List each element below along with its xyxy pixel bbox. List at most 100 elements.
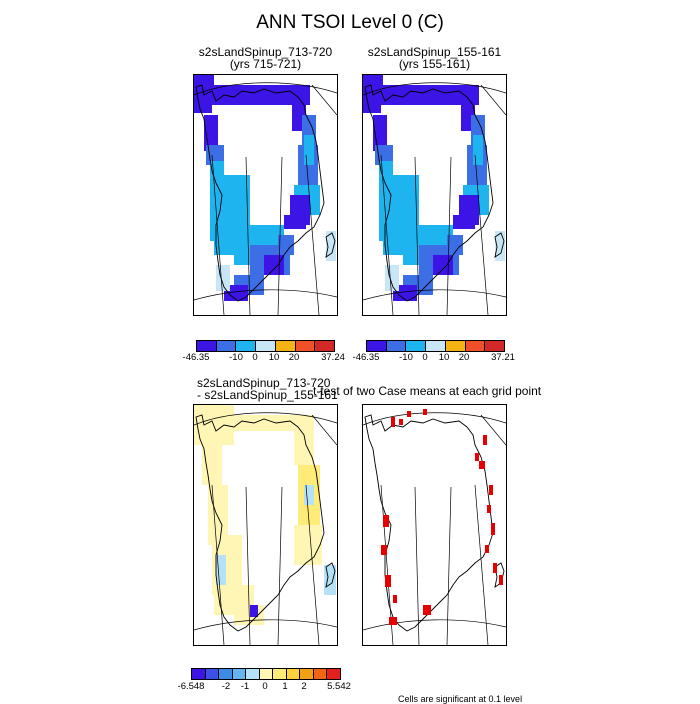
panel2-cell-18 [433,255,453,275]
panel1-lat-line-south [194,289,337,301]
colorbar-diff-swatch-11 [327,669,341,679]
colorbar-diff-tick-5: 1 [282,681,288,692]
significant-cell-3 [407,411,411,417]
panel4-meridian-2 [414,486,420,645]
map-panel-3 [193,404,338,646]
panel2-meridian-5 [480,84,506,116]
panel1-cell-21 [216,265,230,291]
colorbar-panel-2-tick-1: -46.35 [352,352,380,363]
colorbar-diff [191,668,341,680]
panel3-title: s2sLandSpinup_713-720 - s2sLandSpinup_15… [197,377,338,401]
map-panel-4 [362,404,507,646]
colorbar-panel-2-swatch-5 [445,341,466,351]
significant-cell-19 [499,575,503,585]
panel3-meridian-5 [311,414,337,446]
panel2-meridian-2 [414,156,420,315]
panel3-meridian-3 [277,486,283,645]
colorbar-panel-2-tick-2: -10 [399,352,413,363]
panel4-meridian-5 [480,414,506,446]
panel1-cell-10 [284,215,306,229]
colorbar-panel-1 [196,340,335,352]
colorbar-diff-tick-7: 5.542 [327,681,351,692]
colorbar-panel-1-swatch-5 [275,341,296,351]
panel3-cell-6 [202,445,222,485]
panel2-meridian-3 [446,156,452,315]
map-panel-1 [193,74,338,316]
panel3-meridian-1 [211,484,225,645]
panel1-coastline [195,84,325,302]
colorbar-panel-1-swatch-1 [197,341,217,351]
colorbar-panel-2-swatch-4 [426,341,446,351]
panel2-cell-10 [453,215,475,229]
significant-cell-1 [391,417,395,427]
colorbar-panel-1-tick-2: -10 [229,352,243,363]
panel2-title: s2sLandSpinup_155-161 (yrs 155-161) [362,46,507,70]
colorbar-panel-2-tick-6: 37.21 [491,352,515,363]
significant-cell-12 [493,563,497,573]
colorbar-panel-2-tick-4: 10 [438,352,450,363]
panel3-coastline [195,414,325,632]
map-panel-2-svg [363,75,506,315]
significant-cell-10 [491,523,495,535]
colorbar-panel-2-swatch-1 [367,341,387,351]
significant-cell-15 [385,575,391,587]
colorbar-diff-swatch-1 [192,669,206,679]
panel2-coastline [364,84,494,302]
main-title: ANN TSOI Level 0 (C) [256,12,444,33]
colorbar-panel-1-tick-5: 20 [288,352,300,363]
map-panel-3-svg [194,405,337,645]
significant-cell-13 [383,515,389,527]
significant-cell-11 [485,545,489,553]
panel1-meridian-3 [277,156,283,315]
colorbar-diff-tick-3: -1 [240,681,250,692]
colorbar-diff-swatch-2 [205,669,220,679]
significant-cell-16 [393,595,397,603]
panel2-cell-8 [473,135,483,165]
panel2-meridian-4 [474,154,489,315]
panel1-meridian-2 [245,156,251,315]
panel1-lat-line-north [194,82,337,96]
panel3-cell-11 [216,555,226,585]
panel2-title-line1: s2sLandSpinup_155-161 [367,45,502,59]
colorbar-diff-tick-1: -6.548 [177,681,205,692]
colorbar-panel-1-tick-1: -46.35 [182,352,210,363]
panel1-title-line1: s2sLandSpinup_713-720 [198,45,333,59]
significant-cell-2 [399,419,403,425]
panel3-lat-line-south [194,619,337,631]
significant-cell-4 [423,409,427,415]
panel2-cell-20 [447,235,463,255]
panel1-cell-3 [198,85,310,105]
colorbar-panel-1-swatch-4 [256,341,276,351]
panel2-title-line2: (yrs 155-161) [398,57,471,71]
panel3-cell-5 [294,525,322,565]
colorbar-diff-swatch-6 [259,669,274,679]
panel4-title: t-test of two Case means at each grid po… [313,384,542,398]
panel1-cell-8 [304,135,314,165]
panel2-cell-21 [385,265,399,291]
map-panel-1-svg [194,75,337,315]
panel1-meridian-1 [211,154,225,315]
panel1-meridian-4 [305,154,320,315]
colorbar-panel-1-swatch-3 [236,341,257,351]
panel3-cell-3 [294,425,314,465]
panel1-meridian-5 [311,84,337,116]
panel4-lat-line-north [363,412,506,426]
panel1-cell-22 [326,231,336,261]
colorbar-diff-swatch-9 [300,669,314,679]
panel1-cell-20 [278,235,294,255]
colorbar-panel-2-swatch-7 [485,341,505,351]
colorbar-diff-tick-2: -2 [221,681,231,692]
panel3-cell-13 [250,605,258,617]
panel1-title: s2sLandSpinup_713-720 (yrs 715-721) [193,46,338,70]
map-panel-2 [362,74,507,316]
colorbar-panel-2-tick-5: 20 [458,352,470,363]
significant-cell-14 [381,545,387,555]
panel3-island-coastline [325,562,336,588]
colorbar-diff-swatch-7 [273,669,287,679]
colorbar-panel-1-swatch-6 [295,341,316,351]
panel2-lat-line-north [363,82,506,96]
map-panel-4-svg [363,409,506,645]
colorbar-panel-1-tick-3: 0 [252,352,258,363]
colorbar-panel-1-swatch-7 [315,341,335,351]
significant-cell-8 [489,485,493,495]
